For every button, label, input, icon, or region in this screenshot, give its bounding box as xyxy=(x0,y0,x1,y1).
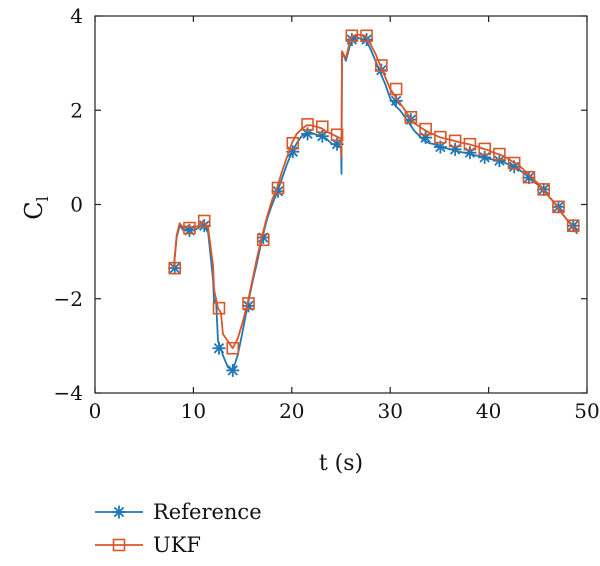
data-point-ukf xyxy=(434,130,447,144)
x-tick-label: 20 xyxy=(279,399,304,423)
data-point-ukf xyxy=(271,181,285,195)
x-tick-label: 30 xyxy=(377,399,402,423)
y-tick-label: 2 xyxy=(70,98,83,122)
y-tick-label: 4 xyxy=(70,4,83,28)
data-point-ukf xyxy=(522,170,536,184)
data-point-ukf xyxy=(537,183,551,196)
data-point-reference xyxy=(345,33,359,47)
data-point-ukf xyxy=(478,142,491,156)
data-point-ukf xyxy=(168,261,182,275)
data-point-reference xyxy=(463,146,477,160)
data-point-ukf xyxy=(316,120,329,134)
marker-stroke xyxy=(302,128,313,140)
data-point-ukf xyxy=(404,111,418,124)
data-point-ukf xyxy=(389,82,403,96)
data-point-ukf xyxy=(226,341,240,355)
data-point-ukf xyxy=(286,136,300,150)
x-axis-label: t (s) xyxy=(319,451,363,476)
data-point-ukf xyxy=(448,134,462,148)
data-point-ukf xyxy=(183,221,196,235)
data-point-ukf xyxy=(507,156,521,170)
marker-stroke xyxy=(435,141,446,153)
y-tick-label: −2 xyxy=(54,287,83,311)
series-reference xyxy=(168,33,580,377)
legend-label: Reference xyxy=(153,500,262,524)
data-point-ukf xyxy=(197,214,211,228)
series-ukf xyxy=(168,29,580,355)
x-tick-label: 10 xyxy=(181,399,206,423)
data-point-ukf xyxy=(419,122,432,136)
y-axis-label: Cl xyxy=(20,196,52,220)
marker-stroke xyxy=(361,34,372,45)
y-tick-label: 0 xyxy=(70,193,83,217)
marker-stroke xyxy=(169,262,180,274)
data-point-ukf xyxy=(256,233,270,247)
data-point-ukf xyxy=(212,301,226,315)
legend-item-ukf: UKF xyxy=(95,533,201,557)
y-axis-label-main: C xyxy=(20,201,48,219)
marker-stroke xyxy=(317,130,328,142)
marker-stroke xyxy=(213,342,225,354)
x-tick-label: 50 xyxy=(574,399,599,423)
x-tick-label: 40 xyxy=(476,399,501,423)
legend-marker xyxy=(112,505,126,519)
data-point-reference xyxy=(478,150,492,164)
marker-stroke xyxy=(227,365,238,376)
data-point-reference xyxy=(212,341,226,355)
series-line-reference xyxy=(172,36,578,372)
marker-stroke xyxy=(523,172,535,183)
data-point-ukf xyxy=(360,29,373,43)
data-point-reference xyxy=(360,33,374,47)
marker-stroke xyxy=(390,95,402,107)
data-point-ukf xyxy=(375,59,388,72)
data-point-ukf xyxy=(552,200,565,214)
series-line-ukf xyxy=(172,33,578,350)
legend-item-reference: Reference xyxy=(95,500,262,524)
legend-marker xyxy=(112,538,126,552)
y-axis-label-subscript: l xyxy=(33,196,52,201)
legend: Reference UKF xyxy=(95,500,262,557)
data-point-ukf xyxy=(330,128,344,142)
data-point-ukf xyxy=(493,147,506,161)
marker-stroke xyxy=(331,138,343,150)
x-tick-label: 0 xyxy=(89,399,102,423)
data-point-reference xyxy=(226,363,240,377)
data-point-ukf xyxy=(345,29,359,43)
data-point-reference xyxy=(492,154,506,168)
data-point-reference xyxy=(448,142,462,156)
series-layer xyxy=(168,29,580,377)
marker-stroke xyxy=(113,506,125,518)
data-point-ukf xyxy=(242,297,255,310)
y-tick-label: −4 xyxy=(54,381,83,405)
data-point-reference xyxy=(168,261,182,275)
data-point-ukf xyxy=(463,137,477,151)
data-point-ukf xyxy=(566,219,580,233)
marker-stroke xyxy=(494,155,505,166)
data-point-ukf xyxy=(301,118,314,131)
legend-label: UKF xyxy=(153,533,201,557)
